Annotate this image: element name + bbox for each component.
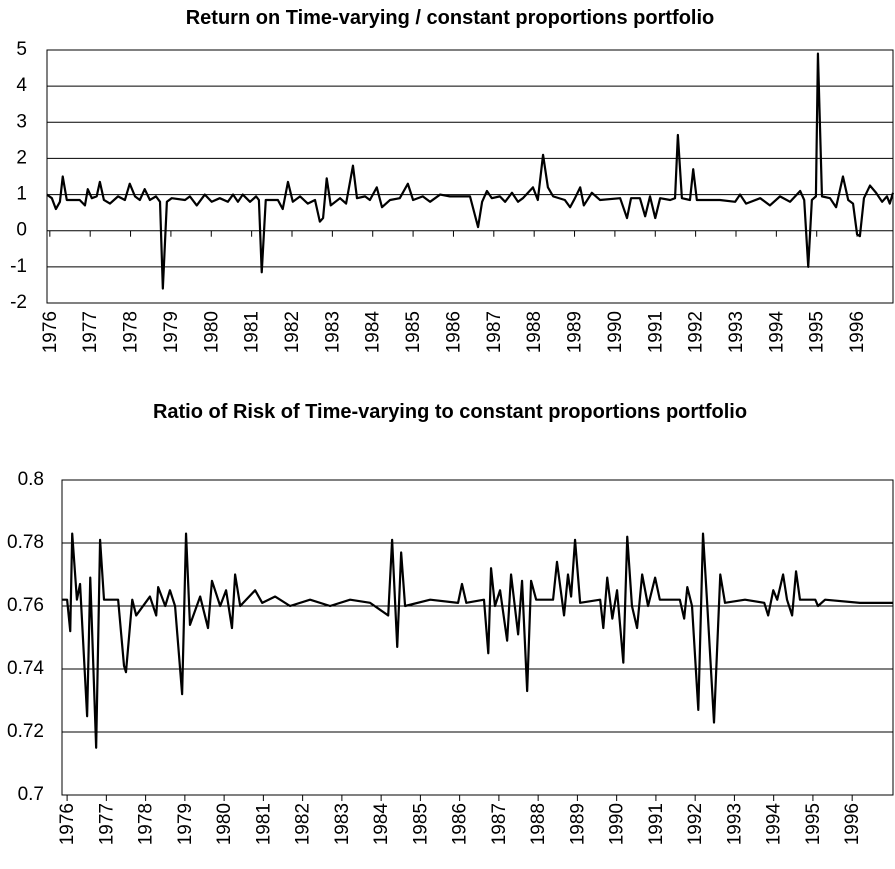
x-tick-label: 1989 xyxy=(565,311,586,353)
y-tick-label: 5 xyxy=(16,39,27,60)
x-tick-label: 1983 xyxy=(332,803,353,845)
data-line xyxy=(46,52,895,290)
x-tick-label: 1990 xyxy=(607,803,628,845)
x-tick-label: 1984 xyxy=(371,803,392,846)
x-tick-label: 1986 xyxy=(443,311,464,353)
x-tick-label: 1991 xyxy=(645,311,666,353)
y-tick-label: 3 xyxy=(16,111,27,132)
x-tick-label: 1987 xyxy=(489,803,510,845)
x-tick-label: 1984 xyxy=(363,311,384,354)
x-tick-label: 1985 xyxy=(410,803,431,845)
y-tick-label: -2 xyxy=(10,292,27,313)
plot-frame xyxy=(61,479,894,796)
x-tick-label: 1993 xyxy=(724,803,745,845)
x-tick-label: 1992 xyxy=(686,311,707,353)
y-tick-label: -1 xyxy=(10,256,27,277)
y-tick-label: 0.72 xyxy=(7,721,44,742)
y-tick-label: 0.8 xyxy=(18,469,44,490)
x-tick-label: 1991 xyxy=(646,803,667,845)
chart-title: Return on Time-varying / constant propor… xyxy=(185,7,715,29)
x-tick-label: 1994 xyxy=(764,803,785,846)
x-tick-label: 1976 xyxy=(40,311,61,353)
x-tick-label: 1996 xyxy=(842,803,863,845)
x-tick-label: 1981 xyxy=(242,311,263,353)
x-tick-label: 1979 xyxy=(175,803,196,845)
x-tick-label: 1992 xyxy=(685,803,706,845)
x-tick-label: 1981 xyxy=(253,803,274,845)
x-tick-label: 1988 xyxy=(524,311,545,353)
x-tick-label: 1995 xyxy=(803,803,824,845)
x-tick-label: 1982 xyxy=(282,311,303,353)
x-tick-label: 1986 xyxy=(450,803,471,845)
x-tick-label: 1994 xyxy=(766,311,787,354)
y-tick-label: 0.74 xyxy=(7,658,44,679)
y-tick-label: 0.76 xyxy=(7,595,44,616)
x-tick-label: 1993 xyxy=(726,311,747,353)
x-tick-label: 1988 xyxy=(528,803,549,845)
x-tick-label: 1996 xyxy=(847,311,868,353)
x-tick-label: 1985 xyxy=(403,311,424,353)
x-tick-label: 1982 xyxy=(293,803,314,845)
x-tick-label: 1995 xyxy=(807,311,828,353)
x-tick-label: 1977 xyxy=(96,803,117,845)
x-tick-label: 1978 xyxy=(121,311,142,353)
x-tick-label: 1987 xyxy=(484,311,505,353)
y-tick-label: 0.7 xyxy=(18,784,44,805)
y-tick-label: 1 xyxy=(16,184,27,205)
data-line xyxy=(62,532,893,749)
y-tick-label: 0.78 xyxy=(7,532,44,553)
y-tick-label: 0 xyxy=(16,220,27,241)
x-tick-label: 1990 xyxy=(605,311,626,353)
x-tick-label: 1983 xyxy=(322,311,343,353)
x-tick-label: 1989 xyxy=(567,803,588,845)
plot-frame xyxy=(46,49,894,304)
x-tick-label: 1976 xyxy=(57,803,78,845)
x-tick-label: 1977 xyxy=(80,311,101,353)
chart-title: Ratio of Risk of Time-varying to constan… xyxy=(152,401,748,423)
x-tick-label: 1978 xyxy=(136,803,157,845)
x-tick-label: 1980 xyxy=(201,311,222,353)
x-tick-label: 1979 xyxy=(161,311,182,353)
y-tick-label: 4 xyxy=(16,75,27,96)
y-tick-label: 2 xyxy=(16,147,27,168)
x-tick-label: 1980 xyxy=(214,803,235,845)
